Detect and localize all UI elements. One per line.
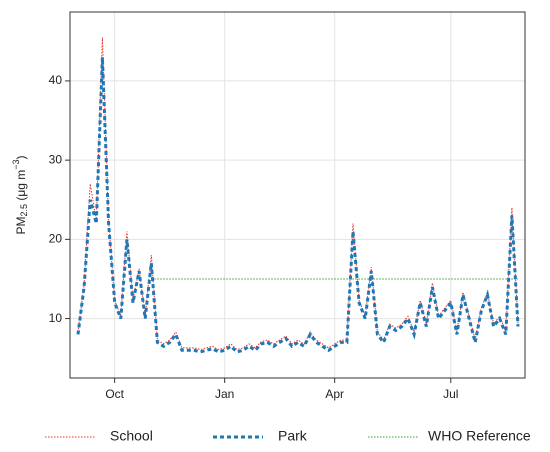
y-tick-label: 20 (49, 232, 63, 246)
y-label-sup: −3 (11, 159, 21, 169)
legend-label: WHO Reference (428, 428, 531, 444)
legend-label: School (110, 428, 153, 444)
legend-label: Park (278, 428, 308, 444)
plot-frame (69, 11, 526, 379)
y-label-unit: (μg m (14, 170, 28, 204)
y-label-base: PM (14, 217, 28, 235)
series-line (77, 37, 519, 351)
y-label-close: ) (14, 155, 28, 159)
y-tick-label: 10 (49, 311, 63, 325)
x-tick-label: Oct (105, 387, 124, 401)
y-axis-label: PM2.5 (μg m−3) (11, 155, 29, 234)
x-tick-label: Jan (215, 387, 234, 401)
y-tick-label: 40 (49, 73, 63, 87)
x-tick-label: Apr (325, 387, 344, 401)
series-line (76, 57, 520, 354)
y-label-sub: 2.5 (19, 204, 29, 217)
y-tick-label: 30 (49, 152, 63, 166)
x-tick-label: Jul (443, 387, 458, 401)
